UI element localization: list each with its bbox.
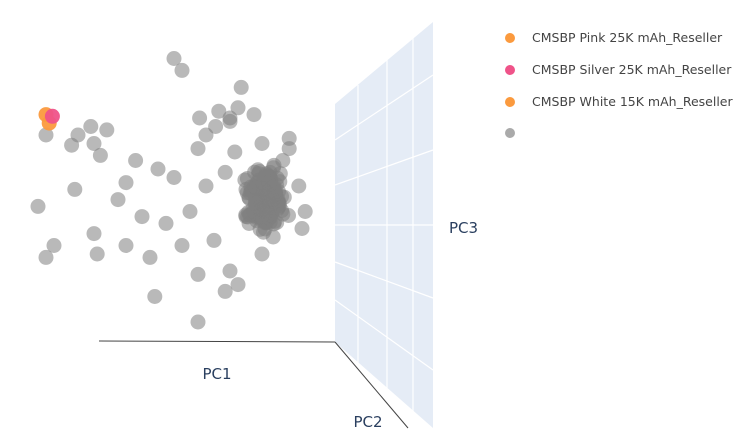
- legend-marker-pink-25k: [505, 33, 515, 43]
- legend: CMSBP Pink 25K mAh_Reseller CMSBP Silver…: [505, 30, 733, 138]
- gray-point-0[interactable]: [166, 51, 182, 66]
- gray-point-31[interactable]: [46, 238, 62, 253]
- gray-point-53[interactable]: [297, 204, 313, 219]
- pc1-axis-title: PC1: [202, 365, 231, 383]
- gray-point-40[interactable]: [190, 314, 206, 330]
- gray-point-47[interactable]: [227, 144, 243, 160]
- legend-item-other[interactable]: [505, 128, 515, 138]
- gray-point-30[interactable]: [86, 226, 102, 242]
- wall-grid-h4: [334, 261, 434, 299]
- gray-point-22[interactable]: [118, 175, 134, 191]
- back-wall-gridlines: [334, 38, 434, 412]
- gray-point-9[interactable]: [208, 119, 224, 134]
- gray-point-59[interactable]: [217, 164, 233, 180]
- gray-cluster-point-141[interactable]: [261, 207, 277, 223]
- gray-point-32[interactable]: [38, 249, 54, 265]
- wall-grid-h2: [334, 149, 434, 186]
- legend-marker-white-15k: [505, 97, 515, 107]
- legend-label-pink-25k: CMSBP Pink 25K mAh_Reseller: [532, 30, 723, 45]
- gray-point-38[interactable]: [230, 277, 246, 293]
- gray-point-13[interactable]: [86, 136, 102, 151]
- wall-grid-h1: [334, 74, 434, 141]
- gray-point-8[interactable]: [192, 110, 208, 126]
- highlight-point-1-0[interactable]: [44, 108, 60, 124]
- gray-point-50[interactable]: [254, 246, 270, 262]
- gray-point-55[interactable]: [254, 136, 270, 151]
- gray-point-20[interactable]: [150, 161, 166, 177]
- gray-point-26[interactable]: [158, 215, 174, 231]
- gray-point-41[interactable]: [217, 283, 233, 299]
- wall-grid-h5: [334, 299, 434, 371]
- legend-label-white-15k: CMSBP White 15K mAh_Reseller: [532, 94, 733, 109]
- legend-marker-silver-25k: [505, 65, 515, 75]
- gray-cluster-point-148[interactable]: [255, 181, 270, 197]
- pc2-axis-line: [334, 341, 409, 429]
- gray-point-52[interactable]: [291, 178, 307, 194]
- gray-point-14[interactable]: [64, 137, 80, 153]
- legend-marker-other: [505, 128, 515, 138]
- gray-point-19[interactable]: [190, 141, 206, 157]
- gray-point-24[interactable]: [110, 192, 126, 208]
- gray-point-3[interactable]: [230, 100, 246, 116]
- gray-point-29[interactable]: [118, 238, 134, 253]
- gray-point-39[interactable]: [147, 289, 163, 304]
- gray-point-54[interactable]: [294, 221, 310, 236]
- pc2-axis-title: PC2: [353, 413, 382, 431]
- gray-cluster-point-140[interactable]: [240, 209, 256, 225]
- data-points: [30, 51, 313, 330]
- gray-point-16[interactable]: [128, 153, 144, 168]
- gray-cluster-point-145[interactable]: [237, 172, 253, 188]
- scene-walls: [98, 22, 434, 429]
- gray-point-49[interactable]: [182, 204, 198, 219]
- gray-point-4[interactable]: [38, 127, 54, 143]
- pc3-axis-title: PC3: [449, 219, 478, 237]
- gray-point-23[interactable]: [67, 181, 83, 197]
- gray-point-51[interactable]: [206, 232, 222, 248]
- gray-point-15[interactable]: [92, 147, 108, 163]
- legend-item-white-15k[interactable]: CMSBP White 15K mAh_Reseller: [505, 94, 733, 109]
- gray-point-12[interactable]: [83, 119, 99, 134]
- gray-point-17[interactable]: [198, 127, 214, 143]
- gray-point-35[interactable]: [174, 238, 190, 253]
- gray-point-25[interactable]: [134, 209, 150, 225]
- gray-point-37[interactable]: [222, 263, 238, 279]
- gray-point-10[interactable]: [99, 122, 115, 138]
- gray-point-33[interactable]: [89, 246, 105, 262]
- gray-cluster-point-147[interactable]: [267, 186, 283, 202]
- gray-point-34[interactable]: [142, 249, 158, 265]
- gray-point-28[interactable]: [30, 198, 46, 214]
- legend-item-pink-25k[interactable]: CMSBP Pink 25K mAh_Reseller: [505, 30, 723, 45]
- legend-label-silver-25k: CMSBP Silver 25K mAh_Reseller: [532, 62, 732, 77]
- gray-point-36[interactable]: [190, 266, 206, 282]
- gray-point-57[interactable]: [281, 141, 297, 157]
- gray-point-48[interactable]: [198, 178, 214, 194]
- gray-point-18[interactable]: [222, 113, 238, 129]
- gray-point-21[interactable]: [166, 170, 182, 185]
- gray-point-5[interactable]: [211, 103, 227, 119]
- gray-point-1[interactable]: [174, 62, 190, 78]
- pc1-axis-line: [98, 340, 336, 343]
- gray-point-2[interactable]: [233, 79, 249, 95]
- gray-point-7[interactable]: [246, 107, 262, 123]
- legend-item-silver-25k[interactable]: CMSBP Silver 25K mAh_Reseller: [505, 62, 732, 77]
- gray-cluster-point-149[interactable]: [247, 194, 263, 210]
